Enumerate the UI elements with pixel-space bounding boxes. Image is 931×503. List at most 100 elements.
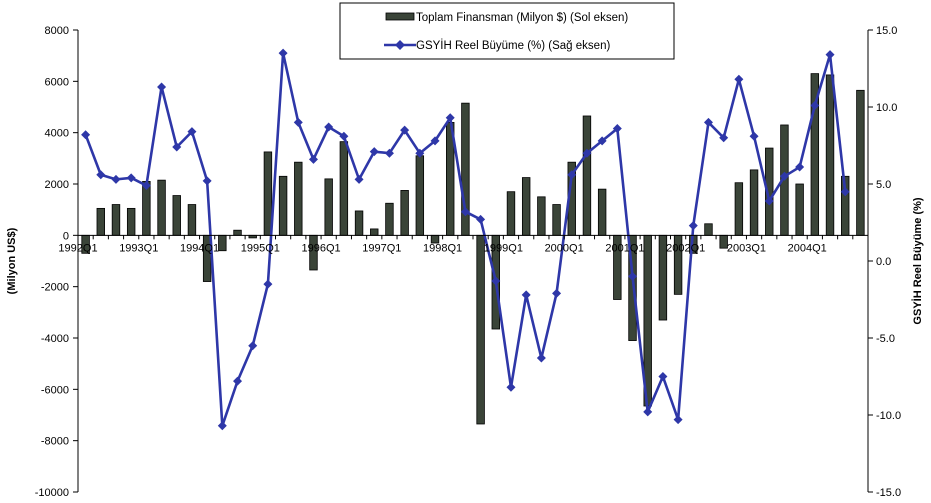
gdp-marker-2000Q4 <box>612 124 622 134</box>
bar-1999Q4 <box>552 204 561 236</box>
gdp-marker-1997Q1 <box>384 148 394 158</box>
right-tick-label: 15.0 <box>876 25 897 37</box>
bar-2002Q4 <box>734 182 744 236</box>
gdp-marker-1997Q4 <box>430 136 440 146</box>
x-axis-ticks: 1992Q1 1993Q1 1994Q1 1995Q1 1996Q1 1997Q1 1998… <box>58 235 869 254</box>
bar-1993Q2 <box>157 179 166 236</box>
gdp-marker-2000Q1 <box>567 170 577 180</box>
left-tick-label: 4000 <box>45 128 69 140</box>
gdp-marker-1993Q3 <box>172 142 182 152</box>
left-tick-label: 2000 <box>45 179 69 191</box>
bar-2002Q2 <box>704 223 713 236</box>
gdp-marker-2003Q1 <box>749 131 759 141</box>
gdp-marker-1996Q1 <box>324 122 334 132</box>
bar-1994Q3 <box>233 229 242 236</box>
right-tick-label: 0.0 <box>876 256 891 268</box>
legend-bar-label: Toplam Finansman (Milyon $) (Sol eksen) <box>416 12 628 24</box>
gdp-marker-1999Q1 <box>506 382 516 392</box>
gdp-marker-2000Q2 <box>582 148 592 158</box>
x-tick-label: 1998Q1 <box>423 242 462 254</box>
bar-1997Q3 <box>415 155 425 236</box>
right-tick-label: -5.0 <box>876 333 895 345</box>
bar-1999Q3 <box>537 196 546 236</box>
bar-1995Q3 <box>294 161 303 236</box>
bar-1996Q3 <box>354 210 364 236</box>
gdp-marker-2003Q4 <box>795 162 805 172</box>
x-tick-label: 2002Q1 <box>666 242 705 254</box>
bar-1992Q2 <box>96 207 105 236</box>
bar-1995Q1 <box>263 151 273 236</box>
gdp-marker-1998Q3 <box>476 214 486 224</box>
bar-1993Q4 <box>187 204 197 236</box>
x-tick-label: 1995Q1 <box>241 242 280 254</box>
gdp-marker-1996Q3 <box>354 174 364 184</box>
legend-box <box>339 2 675 60</box>
gdp-marker-1993Q4 <box>187 127 197 137</box>
bar-1999Q1 <box>506 191 516 236</box>
gdp-marker-2002Q2 <box>703 117 713 127</box>
bar-1994Q2 <box>218 234 227 252</box>
gdp-marker-2004Q3 <box>840 187 850 197</box>
gdp-marker-1999Q4 <box>552 288 562 298</box>
bar-2004Q2 <box>825 74 835 236</box>
gdp-marker-1998Q4 <box>491 276 501 286</box>
bar-1996Q4 <box>370 228 379 236</box>
left-tick-label: -8000 <box>41 436 69 448</box>
bar-1999Q2 <box>521 177 531 236</box>
gdp-marker-1993Q1 <box>141 181 151 191</box>
gdp-marker-1994Q1 <box>202 176 212 186</box>
x-tick-label: 2004Q1 <box>788 242 827 254</box>
gdp-marker-2002Q1 <box>688 221 698 231</box>
gdp-marker-1994Q3 <box>233 376 243 386</box>
right-tick-label: -15.0 <box>876 487 901 499</box>
gdp-marker-2001Q1 <box>628 271 638 281</box>
left-tick-label: -10000 <box>35 487 69 499</box>
left-tick-label: 8000 <box>45 25 69 37</box>
right-tick-label: -10.0 <box>876 410 901 422</box>
legend-line-label: GSYİH Reel Büyüme (%) (Sağ eksen) <box>416 39 610 52</box>
gdp-marker-1997Q3 <box>415 148 425 158</box>
gdp-marker-2004Q2 <box>825 50 835 60</box>
left-tick-label: 0 <box>63 230 69 242</box>
gdp-marker-1995Q1 <box>263 279 273 289</box>
bar-1992Q3 <box>111 204 121 236</box>
x-tick-label: 1994Q1 <box>180 242 219 254</box>
gdp-marker-1996Q2 <box>339 131 349 141</box>
right-axis-ticks: 15.0 10.0 5.0 0.0 -5.0 -10.0 -15.0 <box>868 25 901 499</box>
bar-1996Q1 <box>324 178 333 236</box>
gdp-marker-1999Q2 <box>521 290 531 300</box>
gdp-marker-1995Q2 <box>278 48 288 58</box>
bar-1992Q4 <box>126 207 136 236</box>
right-axis-title: GSYİH Reel Büyüme (%) <box>911 197 924 324</box>
gdp-marker-1994Q2 <box>217 421 227 431</box>
left-axis-title: (Milyon US$) <box>6 227 18 294</box>
bar-2000Q2 <box>582 115 592 236</box>
bar-1998Q3 <box>476 234 485 425</box>
bar-1997Q2 <box>400 190 409 236</box>
right-tick-label: 5.0 <box>876 179 891 191</box>
bar-1995Q2 <box>278 175 288 236</box>
bar-2004Q4 <box>856 89 865 236</box>
gdp-marker-2002Q4 <box>734 74 744 84</box>
gdp-marker-2003Q3 <box>779 171 789 181</box>
gdp-marker-2004Q1 <box>810 100 820 110</box>
x-tick-label: 1996Q1 <box>301 242 340 254</box>
x-tick-label: 1999Q1 <box>484 242 523 254</box>
bar-1993Q3 <box>172 195 181 236</box>
left-tick-label: -2000 <box>41 282 69 294</box>
gdp-marker-2001Q3 <box>658 372 668 381</box>
gdp-marker-2001Q2 <box>643 407 653 417</box>
gdp-marker-1992Q4 <box>126 173 136 183</box>
gdp-marker-1995Q4 <box>308 154 318 164</box>
x-tick-label: 2000Q1 <box>545 242 584 254</box>
legend-line-marker <box>395 40 405 50</box>
gdp-marker-1992Q2 <box>96 170 106 180</box>
x-tick-label: 1993Q1 <box>119 242 158 254</box>
gdp-marker-1993Q2 <box>157 82 167 92</box>
x-tick-label: 2003Q1 <box>727 242 766 254</box>
bar-2000Q3 <box>597 188 607 236</box>
gdp-marker-1994Q4 <box>248 341 258 351</box>
gdp-marker-1992Q3 <box>111 174 121 184</box>
